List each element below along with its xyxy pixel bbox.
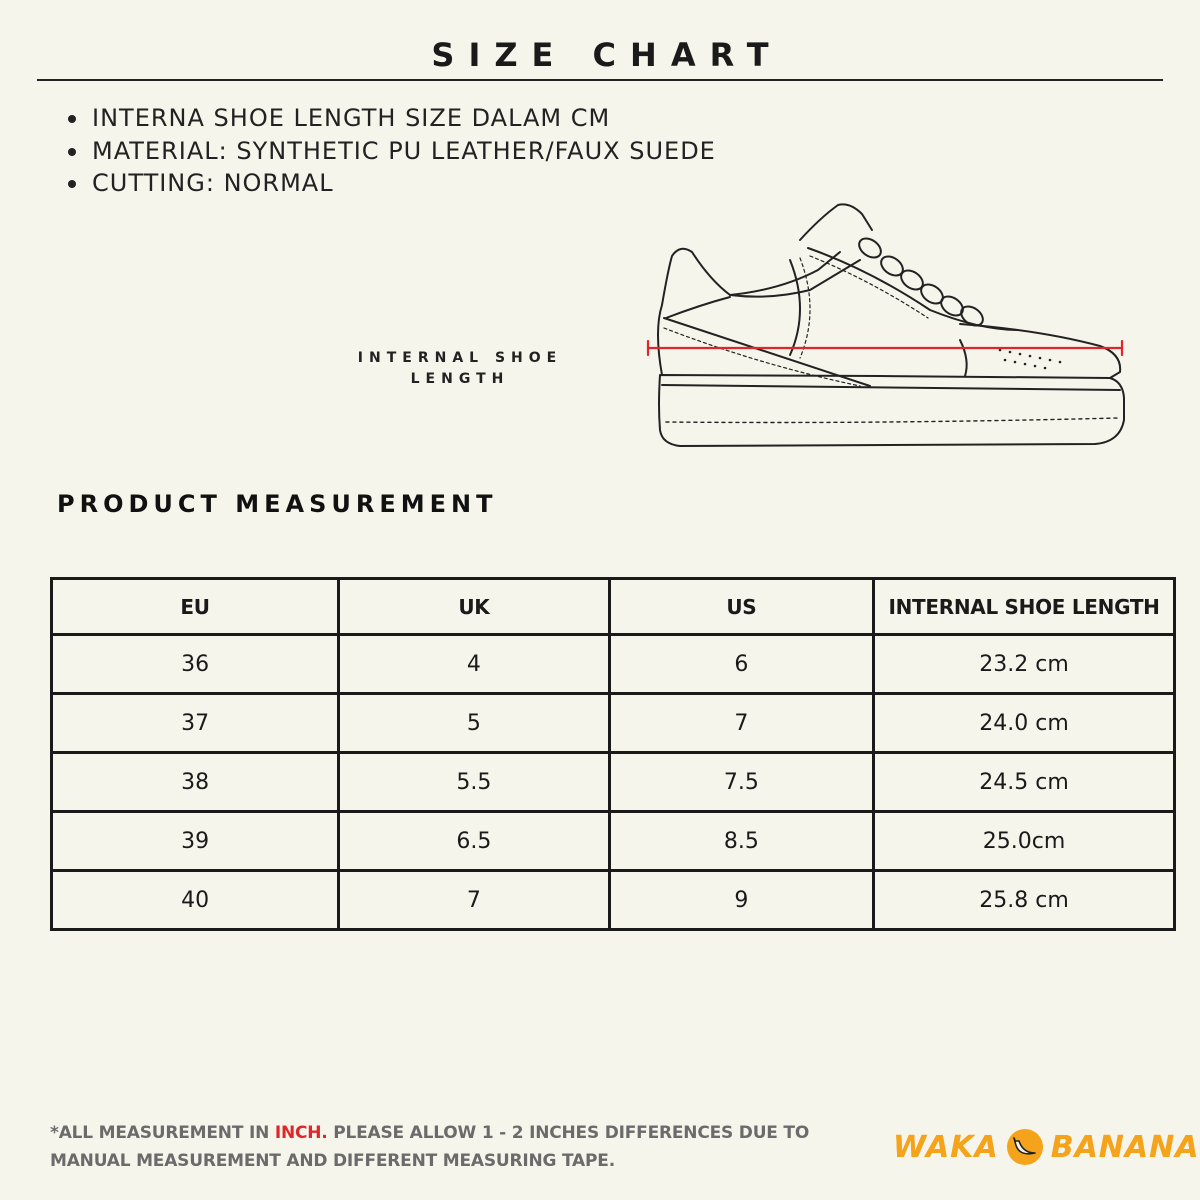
- cell-uk: 6.5: [337, 810, 611, 872]
- cell-length: 25.0cm: [872, 810, 1176, 872]
- sole-outline: [658, 374, 1125, 447]
- title-divider: [37, 79, 1163, 81]
- upper-side-panel: [663, 317, 871, 387]
- cell-eu: 37: [49, 692, 341, 754]
- detail-item-length: INTERNA SHOE LENGTH SIZE DALAM CM: [66, 102, 716, 135]
- header-uk: UK: [337, 577, 611, 636]
- lace-panel-2: [809, 255, 929, 319]
- upper-side-panel-2: [663, 327, 861, 387]
- cell-eu: 36: [49, 633, 341, 695]
- footnote-suffix: PLEASE ALLOW 1 - 2 INCHES DIFFERENCES DU…: [50, 1123, 810, 1171]
- cell-eu: 38: [49, 751, 341, 813]
- footnote-highlight: INCH.: [274, 1123, 328, 1143]
- brand-logo: WAKA BANANA: [893, 1124, 1199, 1170]
- internal-shoe-length-label: INTERNAL SHOE LENGTH: [340, 348, 580, 390]
- header-us: US: [607, 577, 876, 636]
- cell-uk: 7: [337, 869, 611, 931]
- brand-word-2: BANANA: [1050, 1129, 1200, 1165]
- cell-uk: 4: [337, 633, 611, 695]
- label-line-2: LENGTH: [410, 371, 510, 387]
- header-internal-length: INTERNAL SHOE LENGTH: [872, 577, 1176, 636]
- heel-inner: [665, 296, 731, 319]
- table-header-row: EU UK US INTERNAL SHOE LENGTH: [49, 577, 1176, 636]
- label-line-1: INTERNAL SHOE: [357, 350, 563, 366]
- header-eu: EU: [49, 577, 341, 636]
- brand-word-1: WAKA: [893, 1129, 999, 1165]
- mid-panel: [789, 259, 801, 356]
- cell-us: 7.5: [607, 751, 876, 813]
- cell-uk: 5: [337, 692, 611, 754]
- cell-length: 25.8 cm: [872, 869, 1176, 931]
- toe-cap: [959, 339, 968, 377]
- cell-eu: 39: [49, 810, 341, 872]
- measurement-footnote: *ALL MEASUREMENT IN INCH. PLEASE ALLOW 1…: [50, 1119, 870, 1175]
- table-row: 36 4 6 23.2 cm: [49, 633, 1176, 695]
- page-title: SIZE CHART: [431, 36, 783, 74]
- toe-perforations: [998, 348, 1062, 370]
- measurement-line: [646, 339, 1124, 357]
- cell-us: 8.5: [607, 810, 876, 872]
- table-row: 40 7 9 25.8 cm: [49, 869, 1176, 931]
- collar-outline: [729, 251, 841, 296]
- sole-top-line: [661, 384, 1121, 391]
- product-details-list: INTERNA SHOE LENGTH SIZE DALAM CM MATERI…: [66, 102, 716, 200]
- cell-us: 7: [607, 692, 876, 754]
- size-table: EU UK US INTERNAL SHOE LENGTH 36 4 6 23.…: [49, 577, 1176, 931]
- sole-stitch: [665, 417, 1119, 424]
- heel-outline: [657, 247, 861, 376]
- table-row: 39 6.5 8.5 25.0cm: [49, 810, 1176, 872]
- mid-panel-2: [799, 257, 811, 359]
- cell-us: 9: [607, 869, 876, 931]
- cell-uk: 5.5: [337, 751, 611, 813]
- banana-icon: [1006, 1129, 1043, 1165]
- cell-length: 24.5 cm: [872, 751, 1176, 813]
- cell-length: 23.2 cm: [872, 633, 1176, 695]
- sneaker-outline-icon: [646, 203, 1125, 447]
- footnote-prefix: *ALL MEASUREMENT IN: [50, 1123, 275, 1143]
- cell-eu: 40: [49, 869, 341, 931]
- toe-box: [959, 323, 1122, 379]
- product-measurement-title: PRODUCT MEASUREMENT: [57, 490, 498, 518]
- table-row: 37 5 7 24.0 cm: [49, 692, 1176, 754]
- lace-1: [858, 237, 882, 259]
- detail-item-cutting: CUTTING: NORMAL: [66, 167, 716, 200]
- lace-6: [960, 305, 984, 327]
- table-row: 38 5.5 7.5 24.5 cm: [49, 751, 1176, 813]
- cell-us: 6: [607, 633, 876, 695]
- detail-item-material: MATERIAL: SYNTHETIC PU LEATHER/FAUX SUED…: [66, 135, 716, 168]
- tongue: [799, 203, 873, 241]
- cell-length: 24.0 cm: [872, 692, 1176, 754]
